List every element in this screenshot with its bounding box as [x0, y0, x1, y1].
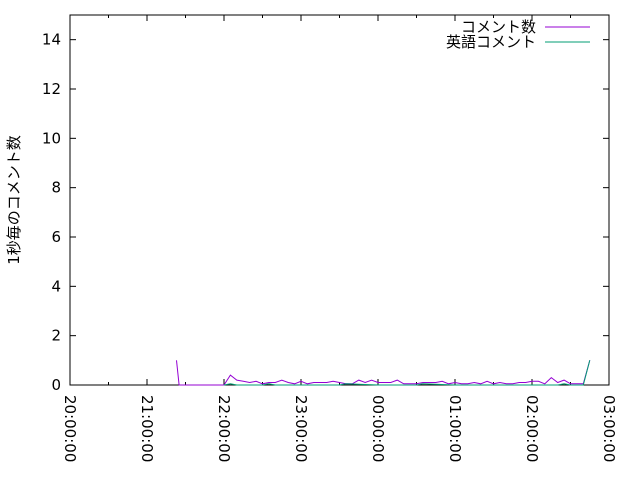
axes: 0 2 4 6 8 10 12 14 20:00:00 21:00:00 22:00:00 23:00… [42, 14, 618, 462]
series-line-1 [223, 360, 591, 386]
y-tick-label: 8 [51, 179, 61, 197]
x-tick-label: 01:00:00 [446, 395, 464, 462]
x-tick-label: 21:00:00 [138, 395, 156, 462]
y-tick-label: 10 [42, 129, 61, 147]
x-tick-label: 20:00:00 [61, 395, 79, 462]
x-tick-label: 02:00:00 [523, 395, 541, 462]
y-tick-label: 12 [42, 80, 61, 98]
y-axis-label: 1秒毎のコメント数 [5, 135, 23, 265]
y-tick-label: 0 [51, 376, 61, 394]
series-line-0 [176, 360, 591, 386]
y-tick-label: 4 [51, 277, 61, 295]
series-lines [176, 360, 591, 386]
y-tick-label: 2 [51, 327, 61, 345]
x-tick-label: 03:00:00 [600, 395, 618, 462]
x-tick-label: 00:00:00 [369, 395, 387, 462]
x-tick-label: 22:00:00 [215, 395, 233, 462]
plot-border [69, 14, 610, 386]
legend-label: 英語コメント [446, 33, 536, 51]
y-tick-label: 6 [51, 228, 61, 246]
x-tick-label: 23:00:00 [292, 395, 310, 462]
y-tick-label: 14 [42, 31, 61, 49]
legend-label: コメント数 [461, 18, 536, 36]
